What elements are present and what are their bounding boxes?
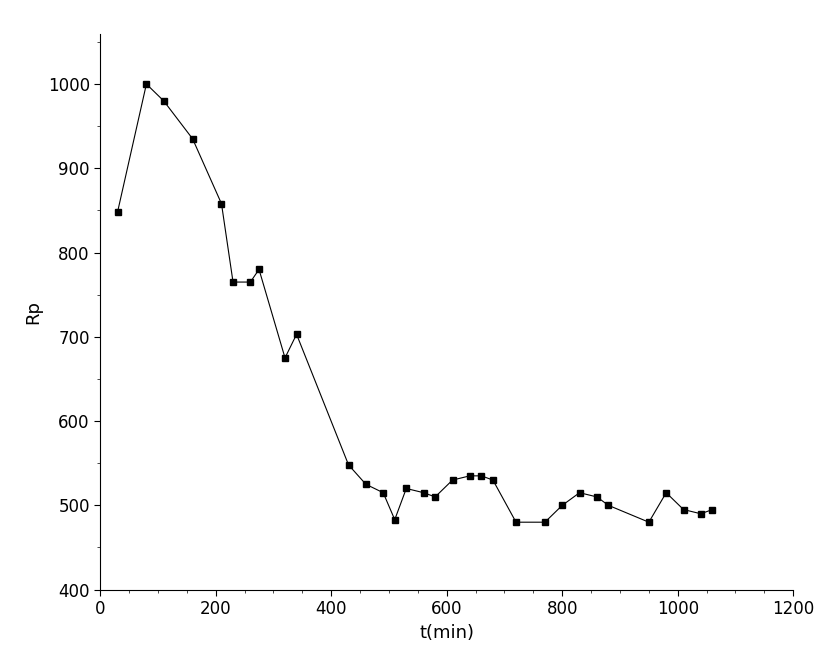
X-axis label: t(min): t(min)	[419, 624, 474, 642]
Y-axis label: Rp: Rp	[24, 299, 42, 324]
